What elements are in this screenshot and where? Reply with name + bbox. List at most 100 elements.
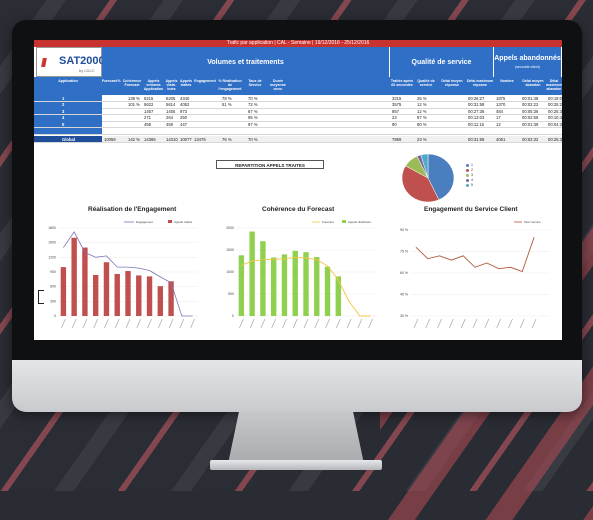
table-cell: 459	[166, 121, 173, 127]
app-cell	[34, 136, 102, 142]
column-headers: Application Forecast% Cohérence Forecast Ap…	[34, 77, 562, 95]
x-tick-label	[168, 318, 174, 329]
table-row[interactable]: 5 459 459 447 97 % 90 80 % 00:11:15 12 00:01:39 00…	[34, 121, 562, 128]
section-volumes: Volumes et traitements	[102, 47, 390, 77]
x-tick-label	[531, 318, 537, 329]
table-cell: 26 %	[417, 95, 427, 101]
table-cell: 3215	[392, 95, 402, 101]
table-cell: 7869	[392, 136, 402, 142]
table-cell: 00:25:38	[548, 108, 562, 114]
bar-appels-traites	[136, 275, 142, 316]
x-tick-label	[136, 318, 142, 329]
table-cell: 23	[392, 115, 397, 120]
pie-slice-2	[401, 165, 440, 203]
monitor-chin	[12, 360, 582, 412]
bar-appels-traites	[93, 274, 99, 316]
table-cell: 447	[180, 121, 187, 127]
chart-engagement-legend-2: Appels traités	[174, 220, 193, 224]
x-tick-label	[190, 318, 195, 329]
column-header-7: Engagement	[194, 79, 216, 83]
table-cell: 00:02:32	[522, 136, 539, 142]
x-tick-label	[484, 318, 490, 329]
table-cell: 1370	[496, 102, 506, 107]
company-logo: /// SAT2000 by LDLC	[36, 47, 105, 77]
y-tick-label: 1800	[48, 226, 56, 230]
y-tick-label: 1500	[226, 248, 234, 252]
app-name: 5	[62, 121, 65, 127]
table-cell: 76 %	[222, 136, 232, 142]
column-header-1: Forecast	[102, 79, 117, 83]
table-cell: 484	[496, 108, 503, 114]
y-tick-label: 0	[232, 314, 234, 318]
table-row[interactable]: 4 271 264 250 95 % 23 87 % 00:13:03 17 00:02:56 00…	[34, 114, 562, 122]
column-header-13: Délai moyen réponse	[441, 79, 463, 88]
table-cell: 1455	[166, 108, 176, 114]
pie-chart	[401, 153, 455, 203]
app-name: 1	[62, 95, 65, 101]
table-row[interactable]: 3 1457 1455 973 67 % 857 12 % 00:27:38 484 00:05:…	[34, 108, 562, 115]
x-tick-label	[249, 318, 255, 329]
section-abandon-sub: (seconde client)	[515, 65, 540, 69]
table-cell: 12 %	[417, 108, 427, 114]
bar-appels-distribues	[314, 257, 320, 316]
table-cell: 00:01:48	[522, 95, 539, 101]
column-header-5: Appels distri-bués	[165, 79, 178, 92]
table-row[interactable]	[34, 127, 562, 135]
line-forecast	[241, 257, 371, 317]
chart-service: Engagement du Service Client Taux servic…	[386, 206, 562, 336]
table-cell: 1457	[144, 108, 154, 114]
pie-legend-label: 4	[471, 178, 473, 182]
column-header-12: Qualité de service	[417, 79, 435, 88]
x-tick-label	[125, 318, 131, 329]
logo-mark: ///	[41, 56, 47, 70]
bar-appels-distribues	[335, 276, 341, 316]
bar-appels-traites	[103, 262, 110, 316]
x-tick-label	[336, 318, 341, 329]
x-tick-label	[413, 318, 419, 329]
x-tick-label	[314, 318, 320, 329]
table-cell: 101 %	[128, 102, 140, 107]
logo-sub: by LDLC	[79, 68, 95, 73]
report-title-bar: Trafic par application | CAL - Semaine |…	[34, 40, 562, 47]
bar-appels-traites	[146, 276, 153, 316]
table-cell: 00:31:58	[468, 102, 485, 107]
table-cell: 5614	[166, 102, 176, 107]
table-cell: 5622	[144, 102, 154, 107]
table-cell: 1875	[496, 95, 506, 101]
table-cell: 00:25:38	[548, 136, 562, 142]
y-tick-label: 300	[50, 299, 56, 303]
x-tick-label	[519, 318, 525, 329]
x-tick-label	[158, 318, 163, 329]
y-tick-label: 1000	[226, 270, 234, 274]
bar-appels-distribues	[324, 266, 331, 316]
bar-appels-traites	[114, 273, 120, 316]
pie-title: REPARTITION APPELS TRAITES	[216, 160, 324, 169]
y-tick-label: 0	[54, 314, 56, 318]
table-cell: 4052	[180, 102, 190, 107]
bar-appels-traites	[168, 281, 174, 316]
table-cell: 00:02:56	[522, 115, 539, 120]
table-header: /// SAT2000 by LDLC Volumes et traitemen…	[34, 47, 562, 77]
table-row[interactable]: Global 10056 142 % 14366 14310 10077 13476 76 %…	[34, 136, 562, 143]
table-cell: 12 %	[417, 102, 427, 107]
table-cell: 4340	[180, 95, 190, 101]
x-tick-label	[104, 318, 109, 329]
app-name: Global	[62, 136, 76, 142]
x-tick-label	[368, 318, 373, 329]
bar-appels-distribues	[281, 254, 288, 316]
app-cell	[34, 114, 102, 121]
table-row[interactable]: 2 101 % 5622 5614 4052 51 % 72 % 3575 12 % 00:31:…	[34, 101, 562, 109]
x-tick-label	[292, 318, 298, 329]
pie-legend-label: 5	[471, 183, 473, 187]
pie-legend-swatch	[466, 174, 469, 177]
table-cell: 00:27:38	[468, 108, 485, 114]
x-tick-label	[114, 318, 120, 329]
x-tick-label	[271, 318, 276, 329]
table-cell: 97 %	[248, 121, 258, 127]
app-name: 4	[62, 115, 65, 120]
column-header-11: Traités après 60 secondes	[390, 79, 414, 88]
column-header-0: Application	[58, 79, 78, 83]
table-row[interactable]: 1 138 % 6215 6205 4340 78 % 70 % 3215 26 % 00:26:…	[34, 95, 562, 102]
pie-legend-label: 1	[471, 163, 473, 167]
x-tick-label	[179, 318, 185, 329]
